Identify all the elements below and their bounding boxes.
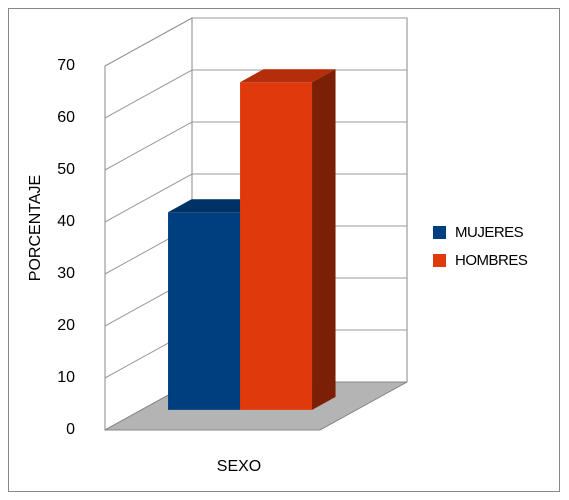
bar-side <box>312 69 336 410</box>
bar-top <box>240 69 336 83</box>
y-tick-label: 30 <box>57 265 75 282</box>
bar-side-shade <box>312 69 336 410</box>
y-tick-label: 20 <box>57 317 75 334</box>
bar-front <box>240 82 313 410</box>
grid-line <box>104 17 407 67</box>
bar-top <box>168 199 264 213</box>
legend-swatch <box>433 226 446 239</box>
legend-swatch <box>433 254 446 267</box>
legend-label: MUJERES <box>455 224 524 241</box>
y-tick-label: 70 <box>57 57 75 74</box>
bar <box>240 69 336 410</box>
y-tick-label: 40 <box>57 213 75 230</box>
bar-top-shade <box>168 199 264 213</box>
legend-label: HOMBRES <box>455 252 528 269</box>
y-axis-label: PORCENTAJE <box>27 175 44 281</box>
y-tick-label: 60 <box>57 109 75 126</box>
y-tick-label: 10 <box>57 369 75 386</box>
bar-front <box>168 212 241 410</box>
y-tick-label: 0 <box>66 421 75 438</box>
x-axis-label: SEXO <box>217 458 261 475</box>
bar-top-shade <box>240 69 336 83</box>
y-tick-label: 50 <box>57 161 75 178</box>
